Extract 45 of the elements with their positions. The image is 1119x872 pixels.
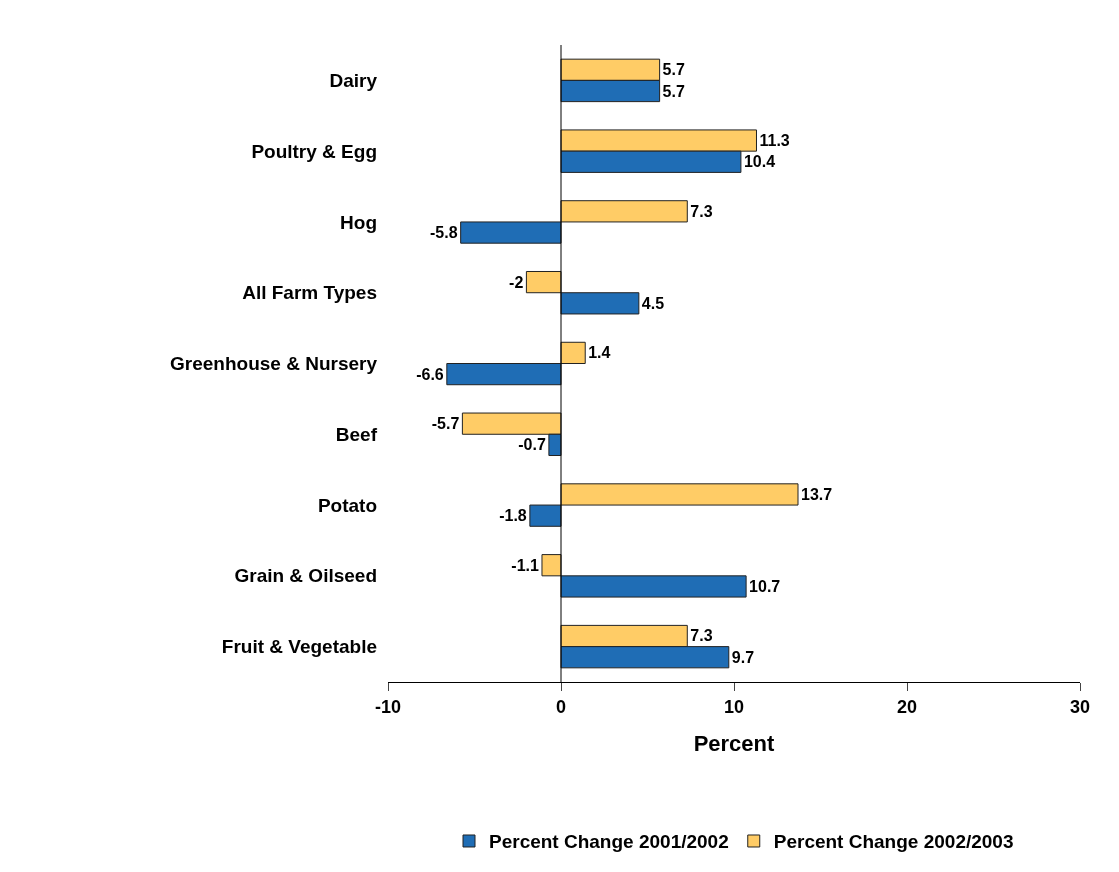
data-label: 10.4	[743, 153, 776, 171]
bar	[560, 292, 640, 315]
x-tick-label: 10	[723, 696, 745, 717]
legend-label: Percent Change 2001/2002	[489, 831, 729, 853]
y-tick-label: Potato	[317, 494, 377, 516]
bar	[529, 504, 562, 527]
x-tick-label: 30	[1069, 696, 1091, 717]
data-label: -0.7	[518, 436, 546, 454]
bar	[560, 575, 747, 598]
data-label: 4.5	[641, 294, 665, 312]
data-label: 5.7	[662, 82, 685, 100]
data-label: 9.7	[731, 648, 755, 666]
y-tick-label: Grain & Oilseed	[234, 565, 377, 587]
bar	[541, 554, 562, 577]
bar	[560, 483, 799, 506]
data-label: -6.6	[416, 365, 444, 383]
data-label: 1.4	[588, 344, 611, 362]
y-tick-label: Fruit & Vegetable	[221, 636, 377, 658]
data-label: -1.8	[499, 507, 527, 525]
data-label: 7.3	[690, 627, 713, 645]
x-tick-label: 20	[896, 696, 918, 717]
data-label: -5.8	[429, 224, 458, 242]
bar	[560, 200, 688, 223]
data-label: 5.7	[662, 61, 685, 79]
y-tick-label: Greenhouse & Nursery	[170, 353, 378, 375]
data-label: 11.3	[759, 132, 790, 150]
legend-label: Percent Change 2002/2003	[773, 831, 1014, 853]
bar	[460, 221, 562, 244]
data-label: -2	[509, 273, 524, 291]
data-label: -5.7	[431, 415, 460, 433]
data-label: -1.1	[511, 556, 539, 574]
x-tick-label: 0	[555, 696, 567, 717]
bar	[560, 341, 586, 364]
y-tick-label: Dairy	[329, 70, 378, 92]
data-label: 7.3	[690, 202, 713, 220]
y-tick-label: Poultry & Egg	[251, 140, 377, 162]
y-tick-label: All Farm Types	[242, 282, 377, 304]
y-tick-label: Beef	[335, 423, 378, 445]
y-tick-label: Hog	[340, 211, 377, 233]
bar	[446, 363, 562, 386]
x-axis-title: Percent	[693, 731, 776, 757]
data-label: 10.7	[749, 577, 781, 595]
data-label: 13.7	[801, 485, 833, 503]
bar	[525, 270, 562, 294]
x-tick-label: -10	[374, 696, 402, 717]
